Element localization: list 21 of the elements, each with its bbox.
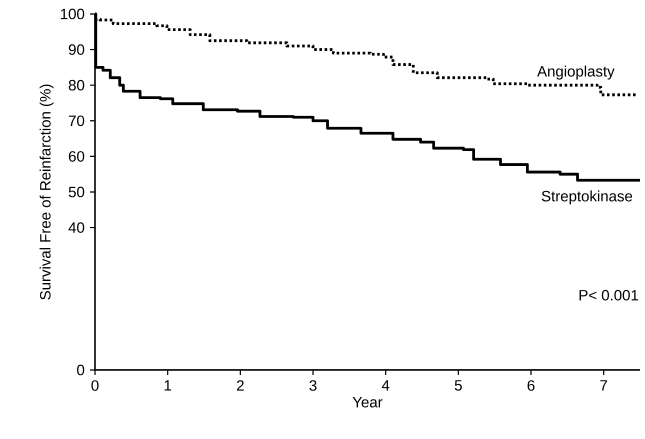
y-tick-label: 60 [68, 151, 84, 162]
y-tick-label: 40 [68, 222, 84, 233]
x-tick-label: 4 [382, 380, 390, 391]
y-tick-label: 50 [68, 186, 84, 198]
x-axis-title: Year [352, 397, 382, 408]
y-tick-label: 70 [68, 115, 84, 126]
x-tick-label: 0 [91, 380, 99, 391]
x-tick-label: 7 [600, 380, 608, 391]
x-tick-label: 3 [309, 380, 317, 391]
y-tick-label: 90 [68, 44, 84, 55]
annotation: P< 0.001 [580, 290, 638, 301]
x-tick-label: 5 [454, 380, 462, 391]
y-axis-title: Survival Free of Reinfarction (%) [40, 84, 54, 300]
x-tick-label: 6 [528, 380, 535, 391]
x-tick-label: 2 [236, 380, 244, 391]
y-tick-label: 100 [60, 8, 84, 20]
series-label: Angioplasty [537, 66, 615, 80]
x-tick-label: 1 [164, 380, 172, 391]
series-label: Streptokinase [542, 190, 632, 204]
y-tick-label: 0 [77, 364, 84, 376]
y-tick-label: 80 [68, 80, 84, 90]
